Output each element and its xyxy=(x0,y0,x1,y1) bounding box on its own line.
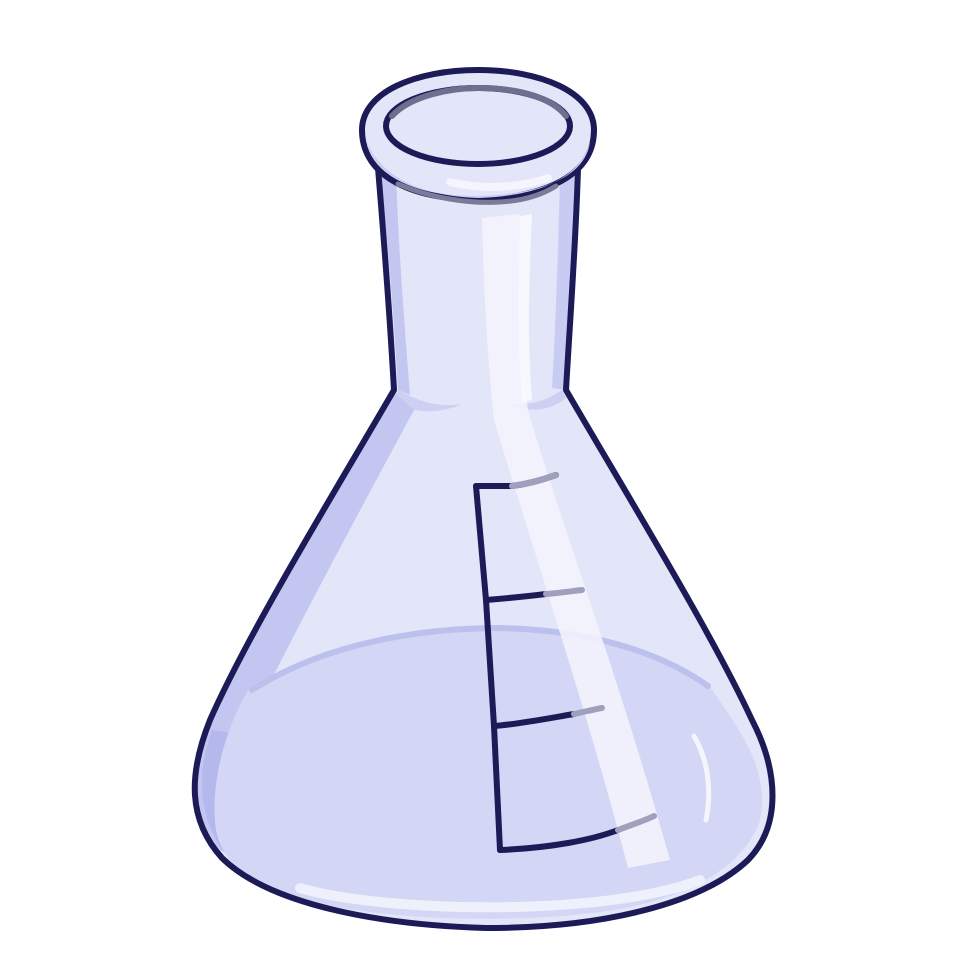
graduation-scale xyxy=(473,472,657,853)
graduation-mark-4-fade xyxy=(615,813,657,833)
graduation-mark-2-fade xyxy=(543,587,585,597)
graduation-mark-3 xyxy=(491,711,577,729)
glass-highlight-streak xyxy=(482,214,670,868)
graduation-mark-2 xyxy=(483,591,549,603)
neck-left-shade xyxy=(380,170,410,395)
right-glint xyxy=(691,733,712,823)
bottom-highlight xyxy=(295,875,705,913)
rim-highlight xyxy=(446,174,552,191)
neck-top-shadow xyxy=(395,181,559,205)
neck-right-shade xyxy=(552,170,576,390)
graduation-mark-4 xyxy=(497,827,621,853)
glass-highlight-thin xyxy=(518,214,532,402)
liquid-surface xyxy=(249,624,711,693)
mouth-inner-rim xyxy=(389,84,569,119)
graduation-spine xyxy=(473,483,503,853)
graduation-mark-1-fade xyxy=(509,472,559,489)
flask-outline xyxy=(191,165,776,931)
body-left-shade xyxy=(196,392,414,860)
graduation-mark-3-fade xyxy=(571,705,605,717)
